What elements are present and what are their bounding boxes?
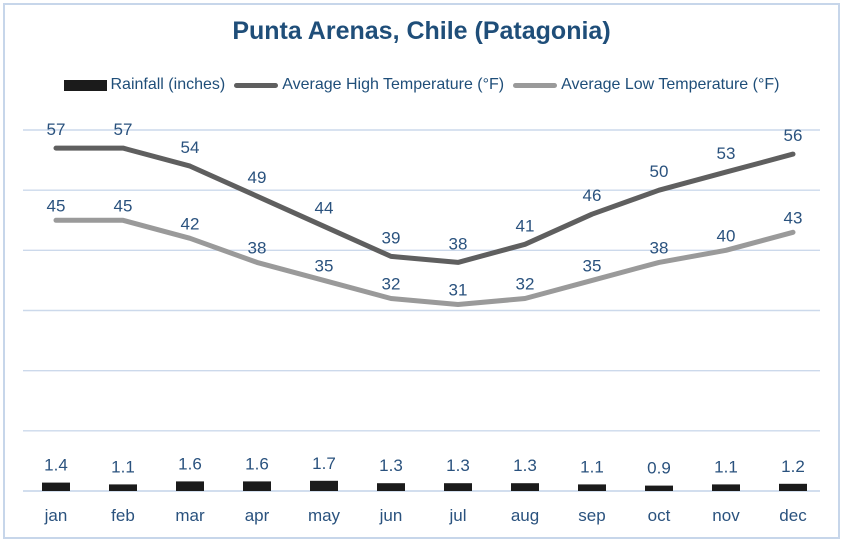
- temperature-data-label: 35: [315, 256, 334, 275]
- rainfall-bar: [645, 485, 673, 491]
- temperature-data-label: 45: [114, 196, 133, 215]
- rainfall-value-label: 1.4: [44, 456, 68, 475]
- rainfall-value-label: 1.7: [312, 454, 336, 473]
- month-axis-label: feb: [111, 506, 135, 525]
- chart-title: Punta Arenas, Chile (Patagonia): [232, 17, 611, 45]
- temperature-data-label: 32: [516, 275, 535, 294]
- month-axis-label: jun: [379, 506, 403, 525]
- month-axis-label: apr: [245, 506, 270, 525]
- rainfall-value-label: 1.1: [111, 457, 135, 476]
- rainfall-bar: [310, 480, 338, 491]
- month-axis-label: mar: [175, 506, 205, 525]
- rainfall-value-label: 1.3: [513, 456, 537, 475]
- rainfall-bar: [176, 481, 204, 491]
- temperature-data-label: 38: [248, 238, 267, 257]
- temperature-data-label: 49: [248, 168, 267, 187]
- rainfall-value-label: 0.9: [647, 459, 671, 478]
- temperature-data-label: 44: [315, 198, 334, 217]
- temperature-data-label: 39: [382, 228, 401, 247]
- low-temp-line-swatch-icon: [513, 82, 558, 88]
- rainfall-value-label: 1.1: [714, 457, 738, 476]
- legend-label-rainfall: Rainfall (inches): [110, 76, 226, 93]
- rainfall-bar: [377, 483, 405, 491]
- temperature-data-label: 45: [47, 196, 66, 215]
- rainfall-value-label: 1.3: [379, 456, 403, 475]
- temperature-data-label: 41: [516, 216, 535, 235]
- rainfall-value-label: 1.6: [245, 454, 269, 473]
- month-axis-label: aug: [511, 506, 539, 525]
- legend-label-high-temp: Average High Temperature (°F): [282, 76, 505, 93]
- rainfall-bar: [511, 483, 539, 491]
- legend-item-low-temp: Average Low Temperature (°F): [513, 76, 779, 94]
- rainfall-bar: [243, 481, 271, 491]
- legend-item-high-temp: Average High Temperature (°F): [234, 76, 504, 94]
- rainfall-bar: [779, 483, 807, 491]
- rainfall-bar: [578, 484, 606, 491]
- temperature-data-label: 42: [181, 214, 200, 233]
- rainfall-value-label: 1.2: [781, 457, 805, 476]
- legend-label-low-temp: Average Low Temperature (°F): [561, 76, 780, 93]
- legend-item-rainfall: Rainfall (inches): [63, 76, 226, 94]
- temperature-data-label: 38: [449, 234, 468, 253]
- high-temp-line: [53, 145, 796, 265]
- month-axis-label: oct: [648, 506, 671, 525]
- rainfall-bar-swatch-icon: [63, 79, 107, 91]
- temperature-data-label: 31: [449, 281, 468, 300]
- temperature-data-label: 56: [784, 126, 803, 145]
- month-axis-label: jul: [448, 506, 466, 525]
- temperature-data-label: 50: [650, 162, 669, 181]
- rainfall-bar: [42, 482, 70, 491]
- rainfall-value-label: 1.6: [178, 454, 202, 473]
- temperature-data-label: 46: [583, 186, 602, 205]
- high-temp-line-swatch-icon: [234, 82, 279, 88]
- temperature-data-label: 35: [583, 256, 602, 275]
- rainfall-bar: [444, 483, 472, 491]
- month-axis-label: jan: [44, 506, 68, 525]
- rainfall-value-label: 1.1: [580, 457, 604, 476]
- month-axis-label: may: [308, 506, 341, 525]
- month-axis-label: dec: [779, 506, 807, 525]
- temperature-data-label: 57: [114, 120, 133, 139]
- temperature-data-label: 40: [717, 226, 736, 245]
- temperature-data-label: 43: [784, 208, 803, 227]
- temperature-data-label: 38: [650, 238, 669, 257]
- low-temp-line: [53, 217, 796, 307]
- rainfall-bar: [109, 484, 137, 491]
- temperature-data-label: 54: [181, 138, 200, 157]
- rainfall-bar: [712, 484, 740, 491]
- temperature-data-label: 32: [382, 275, 401, 294]
- month-axis-label: nov: [712, 506, 740, 525]
- rainfall-value-label: 1.3: [446, 456, 470, 475]
- temperature-data-label: 53: [717, 144, 736, 163]
- legend: Rainfall (inches) Average High Temperatu…: [24, 76, 819, 94]
- temperature-data-label: 57: [47, 120, 66, 139]
- month-axis-label: sep: [578, 506, 605, 525]
